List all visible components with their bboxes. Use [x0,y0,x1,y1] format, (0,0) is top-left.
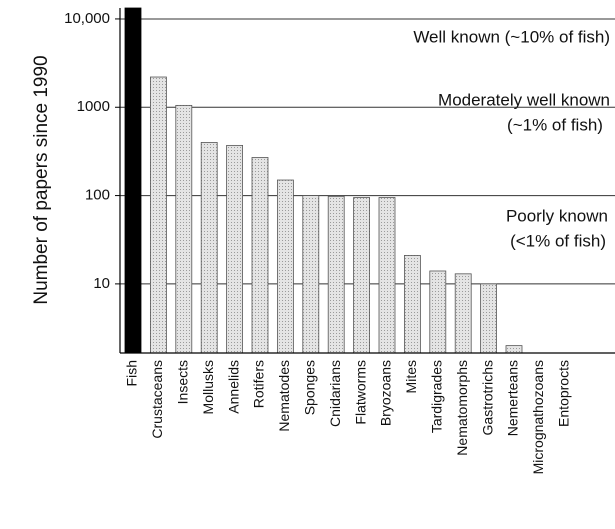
x-tick-label: Annelids [225,360,241,414]
bar [353,197,371,354]
y-tick-label: 100 [85,187,110,204]
x-tick-label: Tardigrades [429,360,445,433]
bar [124,7,142,354]
y-tick-label: 1000 [77,98,110,115]
x-tick-label: Mollusks [200,360,216,414]
bar [505,345,523,354]
x-tick-label: Insects [175,360,191,404]
y-axis-title: Number of papers since 1990 [31,55,52,304]
annotation: Moderately well known [438,90,610,109]
bar [454,273,472,354]
y-tick-label: 10,000 [64,10,110,27]
annotation: (~1% of fish) [507,115,603,134]
x-tick-label: Nemerteans [505,360,521,436]
x-tick-label: Nematodes [276,360,292,432]
x-tick-label: Bryozoans [378,360,394,426]
x-tick-label: Entoprocts [556,360,572,427]
x-tick-label: Micrognathozoans [530,360,546,474]
bar [276,179,294,354]
x-tick-label: Mites [403,360,419,393]
annotation: (<1% of fish) [510,231,606,250]
bar [226,144,244,354]
x-tick-label: Flatworms [352,360,368,425]
annotation: Well known (~10% of fish) [413,27,610,46]
bar [378,197,396,354]
bar [403,255,421,354]
bar [200,142,218,354]
y-tick-label: 10 [93,275,110,292]
x-tick-label: Cnidarians [327,360,343,427]
bar [429,270,447,354]
x-tick-label: Crustaceans [149,360,165,439]
bar [149,76,167,354]
bar [327,195,345,354]
bar [251,157,269,354]
bar [480,283,498,354]
x-tick-label: Nematomorphs [454,360,470,456]
bar [302,195,320,354]
x-tick-label: Rotifers [251,360,267,408]
bar [175,104,193,354]
x-tick-label: Fish [124,360,140,386]
x-tick-label: Gastrotrichs [479,360,495,435]
x-tick-label: Sponges [302,360,318,415]
annotation: Poorly known [506,206,608,225]
